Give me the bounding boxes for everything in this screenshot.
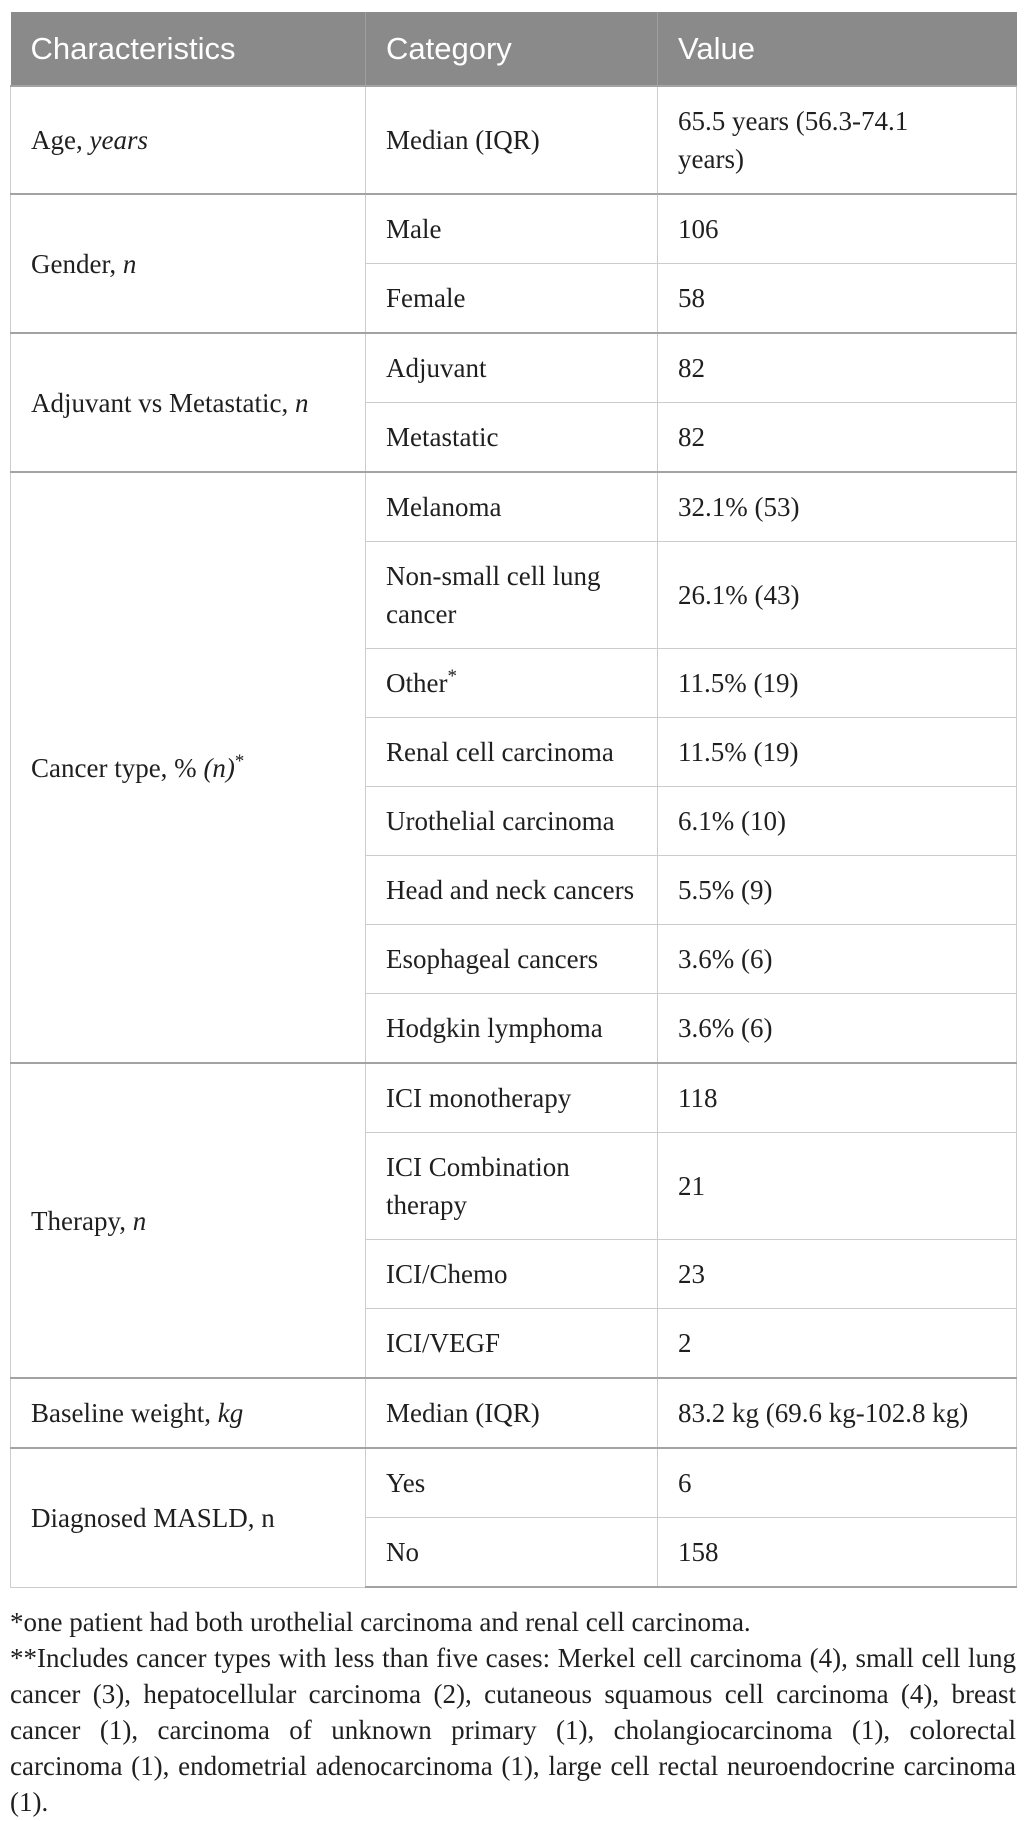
- value-cell: 2: [657, 1308, 1017, 1379]
- category-cell: ICI/Chemo: [365, 1239, 658, 1309]
- category-cell: Urothelial carcinoma: [365, 786, 658, 856]
- characteristic-cell: Age, years: [10, 85, 366, 195]
- category-cell: ICI monotherapy: [365, 1062, 658, 1133]
- category-cell: No: [365, 1517, 658, 1588]
- table-row: No 158: [11, 1517, 1017, 1588]
- table-row: Metastatic 82: [11, 402, 1017, 473]
- patient-characteristics-table: Characteristics Category Value Age, year…: [10, 12, 1017, 1588]
- characteristic-cell: Baseline weight, kg: [10, 1377, 366, 1449]
- value-cell: 158: [657, 1517, 1017, 1588]
- value-cell: 23: [657, 1239, 1017, 1309]
- table-body: Age, years Median (IQR) 65.5 years (56.3-7…: [10, 85, 1017, 1588]
- column-header-value: Value: [657, 12, 1017, 86]
- characteristic-cell: Adjuvant vs Metastatic, n: [10, 332, 366, 473]
- value-cell: 118: [657, 1062, 1017, 1133]
- category-cell: Other*: [365, 648, 658, 718]
- table-row: ICI/Chemo 23: [11, 1239, 1017, 1309]
- category-cell: Female: [365, 263, 658, 334]
- value-cell: 5.5% (9): [657, 855, 1017, 925]
- table-row: Head and neck cancers 5.5% (9): [11, 855, 1017, 925]
- table-row: Other* 11.5% (19): [11, 648, 1017, 718]
- table-row: Cancer type, % (n)* Melanoma 32.1% (53): [10, 471, 1017, 1064]
- value-cell: 11.5% (19): [657, 717, 1017, 787]
- value-cell: 26.1% (43): [657, 541, 1017, 649]
- characteristic-cell: Cancer type, % (n)*: [10, 471, 366, 1064]
- value-cell: 11.5% (19): [657, 648, 1017, 718]
- value-cell: 82: [657, 332, 1017, 403]
- category-cell: Esophageal cancers: [365, 924, 658, 994]
- footnote-2: **Includes cancer types with less than f…: [10, 1643, 1016, 1817]
- value-cell: 83.2 kg (69.6 kg-102.8 kg): [657, 1377, 1017, 1449]
- column-header-characteristics: Characteristics: [10, 12, 366, 86]
- table-row: Non-small cell lung cancer 26.1% (43): [11, 541, 1017, 649]
- footnote-1: *one patient had both urothelial carcino…: [10, 1607, 751, 1637]
- column-header-category: Category: [365, 12, 658, 86]
- table-row: Female 58: [11, 263, 1017, 334]
- category-cell: Metastatic: [365, 402, 658, 473]
- table-row: Diagnosed MASLD, n Yes 6: [10, 1447, 1017, 1588]
- category-cell: Adjuvant: [365, 332, 658, 403]
- category-cell: Median (IQR): [365, 1377, 658, 1449]
- table-row: Esophageal cancers 3.6% (6): [11, 924, 1017, 994]
- table-row: Hodgkin lymphoma 3.6% (6): [11, 993, 1017, 1064]
- table-row: Renal cell carcinoma 11.5% (19): [11, 717, 1017, 787]
- table-row: Urothelial carcinoma 6.1% (10): [11, 786, 1017, 856]
- category-cell: Median (IQR): [365, 85, 658, 195]
- category-cell: Melanoma: [365, 471, 658, 542]
- characteristic-cell: Diagnosed MASLD, n: [10, 1447, 366, 1588]
- table-row: ICI Combination therapy 21: [11, 1132, 1017, 1240]
- value-cell: 32.1% (53): [657, 471, 1017, 542]
- value-cell: 106: [657, 193, 1017, 264]
- table-header-row: Characteristics Category Value: [10, 12, 1017, 86]
- table-row: Age, years Median (IQR) 65.5 years (56.3-7…: [10, 85, 1017, 195]
- value-cell: 3.6% (6): [657, 924, 1017, 994]
- value-cell: 6.1% (10): [657, 786, 1017, 856]
- value-cell: 65.5 years (56.3-74.1 years): [657, 85, 1017, 195]
- category-cell: Non-small cell lung cancer: [365, 541, 658, 649]
- value-cell: 21: [657, 1132, 1017, 1240]
- table-row: Therapy, n ICI monotherapy 118: [10, 1062, 1017, 1379]
- category-cell: Head and neck cancers: [365, 855, 658, 925]
- footnotes: *one patient had both urothelial carcino…: [10, 1604, 1016, 1820]
- category-cell: Yes: [365, 1447, 658, 1518]
- value-cell: 58: [657, 263, 1017, 334]
- value-cell: 6: [657, 1447, 1017, 1518]
- table-row: Adjuvant vs Metastatic, n Adjuvant 82: [10, 332, 1017, 473]
- category-cell: Renal cell carcinoma: [365, 717, 658, 787]
- characteristic-cell: Gender, n: [10, 193, 366, 334]
- value-cell: 3.6% (6): [657, 993, 1017, 1064]
- category-cell: ICI Combination therapy: [365, 1132, 658, 1240]
- category-cell: Hodgkin lymphoma: [365, 993, 658, 1064]
- category-cell: ICI/VEGF: [365, 1308, 658, 1379]
- characteristic-cell: Therapy, n: [10, 1062, 366, 1379]
- table-row: Baseline weight, kg Median (IQR) 83.2 kg (…: [10, 1377, 1017, 1449]
- table-row: Gender, n Male 106: [10, 193, 1017, 334]
- category-cell: Male: [365, 193, 658, 264]
- value-cell: 82: [657, 402, 1017, 473]
